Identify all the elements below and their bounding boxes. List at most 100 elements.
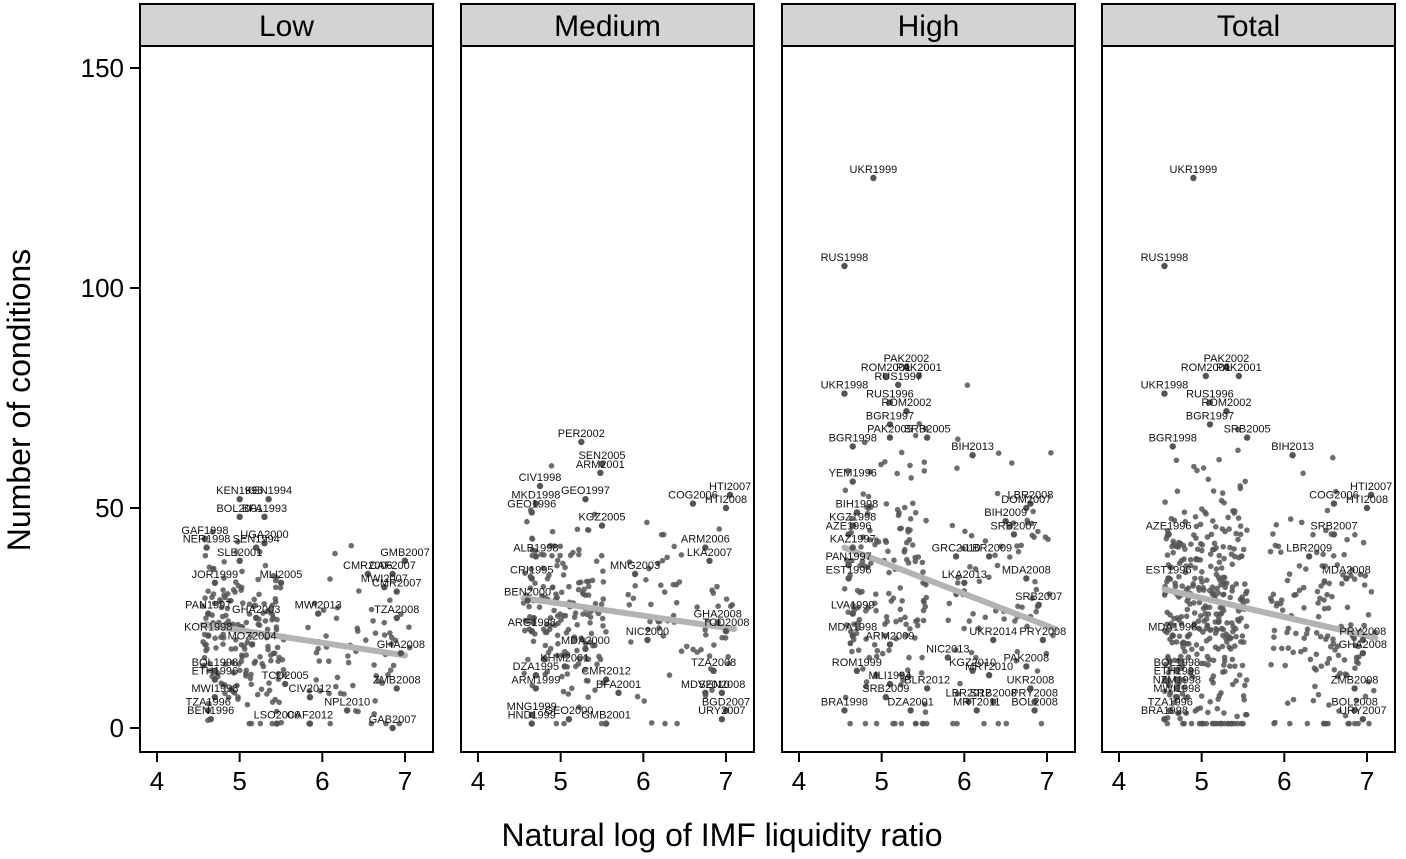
data-point: [1229, 720, 1235, 727]
data-point: [903, 621, 909, 628]
data-point: [855, 647, 862, 653]
data-point: [1205, 662, 1211, 668]
data-point: [1192, 575, 1198, 582]
data-point: [907, 626, 913, 632]
data-point: [1161, 262, 1168, 270]
data-point: [585, 678, 591, 684]
data-point: [847, 720, 853, 727]
data-point: [1165, 677, 1172, 683]
data-point: [1272, 719, 1278, 726]
data-point: [269, 602, 275, 609]
data-point: [1229, 588, 1235, 594]
data-point: [842, 487, 849, 494]
data-point: [841, 707, 848, 714]
data-point: [1351, 576, 1358, 582]
data-point: [381, 584, 388, 591]
data-point: [390, 662, 397, 669]
data-point: [973, 707, 980, 714]
point-label: UGA2000: [240, 529, 288, 541]
x-tick-label: 4: [471, 766, 485, 796]
data-point: [1165, 575, 1172, 582]
data-point: [1239, 633, 1246, 639]
data-point: [658, 582, 664, 588]
data-point: [1330, 500, 1338, 507]
data-point: [1359, 716, 1367, 723]
data-point: [1014, 648, 1021, 655]
data-point: [967, 564, 973, 570]
x-tick-label: 5: [232, 766, 246, 796]
data-point: [906, 654, 912, 661]
data-point: [1237, 531, 1244, 538]
data-point: [1043, 650, 1050, 657]
data-point: [1173, 667, 1181, 674]
data-point: [919, 654, 925, 661]
panel-strip: [460, 3, 755, 47]
data-point: [327, 576, 333, 582]
data-point: [1233, 678, 1239, 684]
data-point: [574, 622, 580, 628]
x-tick-label: 7: [398, 766, 412, 796]
data-point: [976, 578, 983, 585]
data-point: [1024, 623, 1030, 630]
data-point: [602, 720, 610, 727]
data-point: [251, 596, 257, 603]
data-point: [1235, 447, 1241, 454]
point-label: MDA1998: [828, 622, 877, 634]
x-axis-title: Natural log of IMF liquidity ratio: [501, 817, 942, 853]
data-point: [236, 661, 242, 667]
data-point: [1326, 580, 1332, 587]
data-point: [1217, 611, 1223, 617]
data-point: [528, 628, 535, 635]
data-point: [273, 708, 280, 715]
data-point: [1323, 527, 1329, 534]
point-label: ETH1996: [1154, 666, 1200, 678]
data-point: [1312, 683, 1318, 690]
data-point: [1224, 620, 1230, 626]
point-label: GMB2007: [380, 547, 430, 559]
data-point: [1031, 707, 1038, 714]
data-point: [1351, 685, 1358, 692]
data-point: [549, 528, 556, 535]
data-point: [1162, 688, 1168, 695]
data-point: [1230, 623, 1236, 630]
data-point: [240, 600, 246, 606]
data-point: [1215, 590, 1222, 596]
data-point: [1210, 657, 1217, 664]
point-label: BGR1997: [1186, 410, 1234, 422]
data-point: [375, 678, 382, 684]
point-label: PAK2001: [1216, 362, 1262, 374]
data-point: [1324, 633, 1331, 639]
x-tick-label: 4: [1112, 766, 1126, 796]
data-point: [1033, 608, 1039, 615]
data-point: [270, 650, 277, 657]
point-label: DOM2007: [1001, 494, 1051, 506]
data-point: [1221, 662, 1227, 668]
data-point: [907, 462, 913, 469]
data-point: [706, 653, 713, 659]
point-label: URY2007: [1339, 705, 1387, 717]
data-point: [1290, 696, 1297, 703]
data-point: [899, 598, 905, 604]
data-point: [387, 630, 393, 636]
data-point: [1185, 585, 1192, 591]
point-label: GHA2008: [1339, 639, 1387, 651]
data-point: [718, 716, 726, 723]
x-tick-label: 6: [315, 766, 329, 796]
data-point: [848, 515, 855, 522]
point-label: MWI1998: [1153, 683, 1200, 695]
data-point: [582, 645, 589, 652]
data-point: [1284, 700, 1291, 706]
point-label: TZA2008: [691, 657, 736, 669]
data-point: [561, 720, 567, 727]
data-point: [1242, 682, 1248, 689]
data-point: [542, 671, 548, 677]
point-label: SRB2007: [1310, 520, 1357, 532]
point-label: AZE1996: [1146, 520, 1192, 532]
data-point: [1204, 577, 1210, 583]
data-point: [961, 579, 968, 586]
data-point: [273, 575, 280, 581]
data-point: [1029, 532, 1035, 539]
data-point: [1180, 684, 1187, 691]
data-point: [355, 708, 361, 715]
